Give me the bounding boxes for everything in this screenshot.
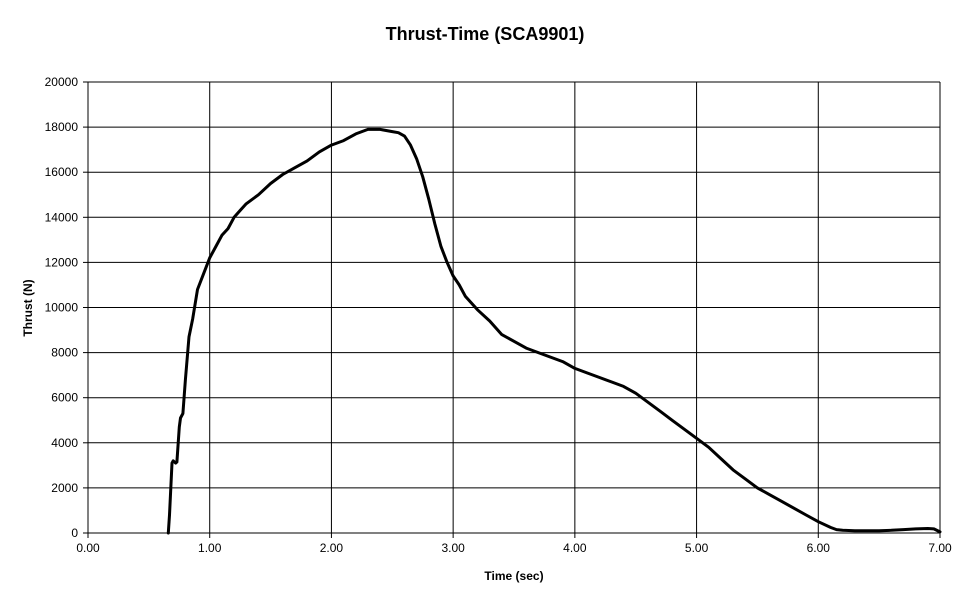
axes [83,81,941,538]
x-tick-label: 3.00 [441,541,465,555]
y-tick-label: 14000 [45,210,79,224]
y-tick-label: 8000 [51,346,78,360]
x-tick-label: 7.00 [928,541,952,555]
x-tick-label: 6.00 [807,541,831,555]
x-tick-label: 2.00 [320,541,344,555]
y-tick-label: 2000 [51,481,78,495]
x-tick-label: 5.00 [685,541,709,555]
y-tick-label: 4000 [51,436,78,450]
tick-labels: 0.00 1.00 2.00 3.00 4.00 5.00 6.00 7.00 0 2000 400… [45,75,952,555]
x-tick-label: 0.00 [76,541,100,555]
y-tick-label: 0 [71,526,78,540]
gridlines [88,81,941,533]
y-tick-label: 12000 [45,255,79,269]
y-tick-label: 18000 [45,120,79,134]
y-tick-label: 16000 [45,165,79,179]
x-axis-label: Time (sec) [484,569,543,583]
series-layer [166,127,942,535]
thrust-series-line [166,127,942,535]
chart-title: Thrust-Time (SCA9901) [386,24,585,44]
x-tick-label: 4.00 [563,541,587,555]
y-tick-label: 10000 [45,301,79,315]
y-axis-label: Thrust (N) [21,279,35,336]
y-tick-label: 20000 [45,75,79,89]
y-tick-label: 6000 [51,391,78,405]
x-tick-label: 1.00 [198,541,222,555]
